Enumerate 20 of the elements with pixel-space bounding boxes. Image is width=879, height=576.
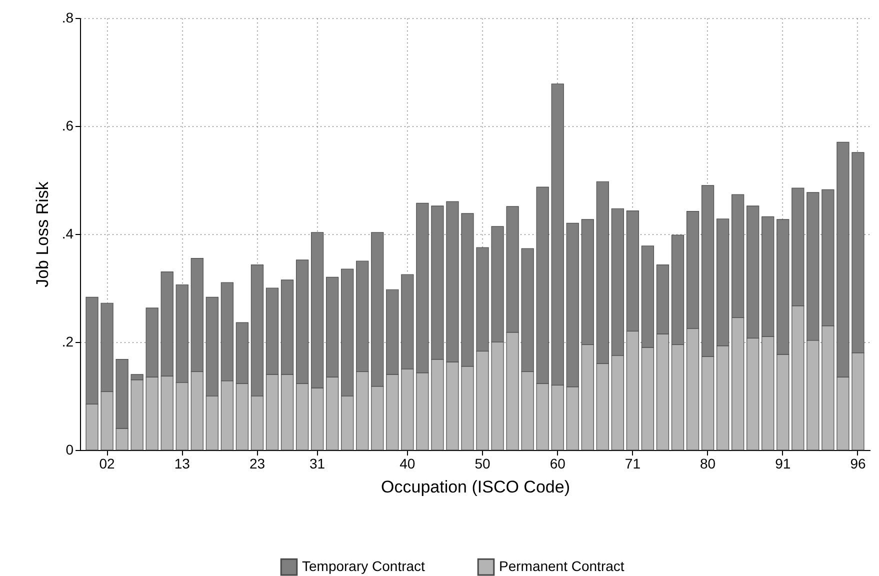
x-tick-label: 91: [775, 456, 791, 472]
y-tick-label: 0: [66, 442, 74, 458]
x-tick-label: 13: [174, 456, 190, 472]
x-tick-label: 02: [99, 456, 116, 472]
x-tick-label: 80: [700, 456, 716, 472]
x-tick-label: 60: [550, 456, 566, 472]
y-tick-label: .8: [62, 10, 74, 26]
y-tick-label: .4: [62, 226, 74, 242]
y-tick-label: .6: [62, 118, 74, 134]
legend-label: Permanent Contract: [499, 558, 624, 574]
y-axis-title: Job Loss Risk: [32, 181, 52, 288]
x-axis-title: Occupation (ISCO Code): [381, 478, 570, 496]
x-tick-label: 40: [400, 456, 416, 472]
x-tick-label: 31: [310, 456, 326, 472]
x-tick-label: 23: [249, 456, 266, 472]
legend-label: Temporary Contract: [302, 558, 426, 574]
x-tick-label: 96: [850, 456, 866, 472]
y-tick-label: .2: [62, 334, 74, 350]
x-tick-label: 50: [474, 456, 491, 472]
x-tick-label: 71: [624, 456, 641, 472]
